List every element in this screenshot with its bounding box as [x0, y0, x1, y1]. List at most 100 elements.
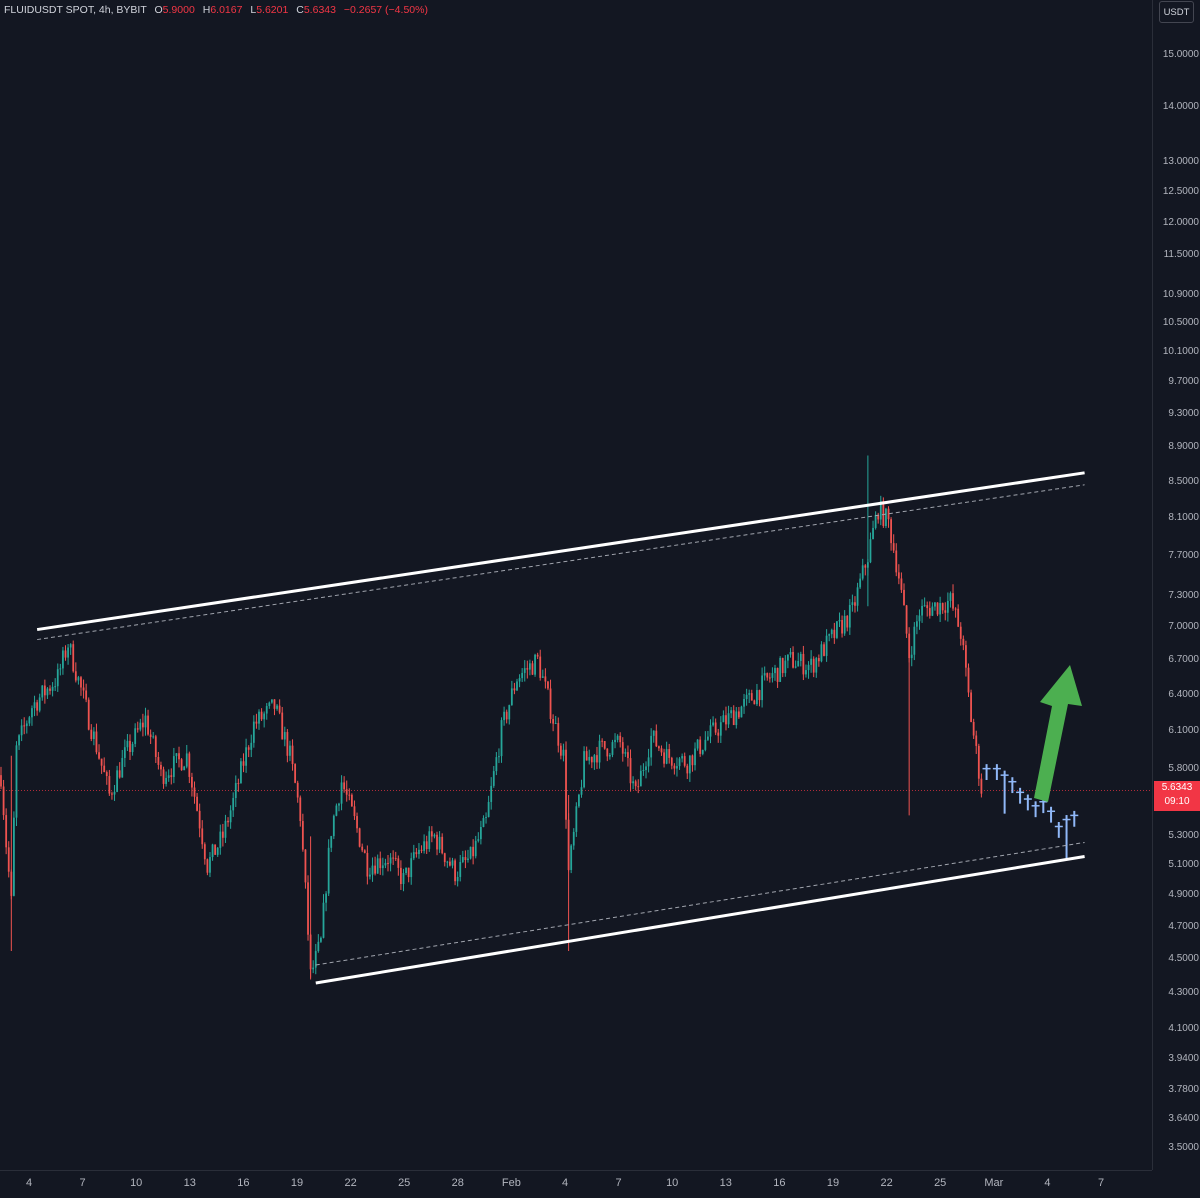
candle-body [229, 810, 232, 823]
candle-body [931, 606, 934, 616]
time-tick-label: 19 [826, 1177, 840, 1189]
candle-body [802, 653, 805, 675]
candle-body [719, 722, 722, 736]
candle-body [376, 858, 379, 874]
candle-body [183, 766, 186, 771]
time-tick-label: 4 [25, 1177, 33, 1189]
candle-body [15, 745, 18, 818]
candle-body [619, 735, 622, 743]
candle-body [941, 603, 944, 611]
candle-body [686, 765, 689, 774]
candle-body [828, 634, 831, 636]
candle-body [289, 745, 291, 756]
candle-body [327, 847, 330, 894]
price-tick-label: 3.6400 [1168, 1112, 1199, 1124]
candle-body [923, 605, 926, 607]
candle-body [340, 782, 343, 804]
candle-body [25, 723, 28, 726]
candle-body [792, 651, 794, 668]
time-tick-label: 4 [561, 1177, 569, 1189]
candle-body [5, 815, 8, 848]
candle-body [549, 688, 552, 719]
candle-body [278, 705, 281, 713]
candle-body [503, 711, 505, 721]
candle-body [784, 660, 787, 674]
time-tick-label: 7 [615, 1177, 622, 1189]
candle-body [407, 867, 410, 878]
candle-body [895, 550, 898, 573]
candle-body [330, 836, 333, 848]
candle-body [56, 669, 59, 687]
candle-body [952, 593, 954, 609]
time-tick-label: 13 [183, 1177, 196, 1189]
price-tick-label: 3.9400 [1168, 1053, 1199, 1065]
symbol-name[interactable]: FLUIDUSDT SPOT, 4h, BYBIT [4, 4, 147, 16]
candle-body [188, 753, 191, 777]
candle-body [379, 858, 382, 869]
candle-body [62, 650, 64, 669]
candle-body [234, 783, 237, 799]
candle-body [799, 653, 802, 661]
time-tick-label: 25 [398, 1177, 411, 1189]
candle-body [774, 667, 776, 674]
candle-body [149, 734, 152, 738]
candle-body [294, 764, 297, 783]
candle-body [18, 735, 20, 746]
candle-body [193, 787, 196, 797]
channel-upper-dashed [37, 484, 1085, 641]
candle-body [668, 749, 671, 758]
candle-body [258, 711, 260, 724]
candle-body [637, 786, 640, 788]
candle-body [830, 629, 833, 635]
price-tick-label: 12.5000 [1162, 185, 1199, 197]
candle-body [611, 742, 614, 755]
current-price-value: 5.6343 [1161, 782, 1193, 793]
price-tick-label: 8.1000 [1168, 511, 1199, 523]
forecast-bars [982, 764, 1079, 859]
candle-body [967, 667, 970, 693]
time-tick-label: 16 [773, 1177, 786, 1189]
currency-button[interactable]: USDT [1159, 1, 1194, 23]
time-axis[interactable]: 4 7 10 13 16 19 22 25 28 Feb 4 7 10 13 16 19 22 25 Mar 4 7 [0, 1170, 1152, 1198]
price-tick-label: 4.3000 [1168, 987, 1199, 999]
candle-body [541, 676, 544, 678]
candle-body [49, 688, 51, 691]
candle-body [797, 660, 800, 667]
candle-body [897, 572, 900, 579]
candle-body [934, 602, 936, 607]
candle-body [916, 621, 918, 627]
candle-body [430, 831, 433, 837]
price-tick-label: 8.5000 [1168, 475, 1199, 487]
candle-body [20, 725, 23, 736]
candle-body [276, 705, 278, 709]
candle-body [353, 806, 356, 817]
candle-body [0, 775, 2, 787]
candle-body [526, 668, 529, 670]
candle-body [111, 793, 113, 795]
candle-body [74, 671, 77, 681]
candle-body [113, 791, 116, 795]
candle-body [459, 862, 462, 877]
candle-body [936, 602, 939, 615]
candle-body [590, 756, 593, 763]
candle-body [534, 654, 536, 675]
candle-body [629, 758, 632, 784]
candle-body [887, 508, 890, 520]
price-tick-label: 8.9000 [1168, 441, 1199, 453]
price-axis[interactable]: 15.0000 14.0000 13.0000 12.5000 12.0000 11.50… [1152, 0, 1200, 1170]
candle-body [237, 783, 240, 785]
candle-body [836, 621, 838, 638]
candle-body [704, 739, 707, 750]
candle-body [273, 699, 276, 709]
candle-body [77, 677, 80, 681]
candle-body [348, 794, 351, 796]
candle-body [606, 748, 609, 757]
candle-body [412, 852, 415, 859]
candle-body [578, 794, 580, 807]
price-tick-label: 9.7000 [1168, 376, 1199, 388]
candle-body [694, 748, 696, 766]
candle-body [467, 858, 469, 861]
price-tick-label: 15.0000 [1162, 49, 1199, 60]
candle-body [848, 604, 851, 628]
price-chart[interactable] [0, 0, 1152, 1170]
